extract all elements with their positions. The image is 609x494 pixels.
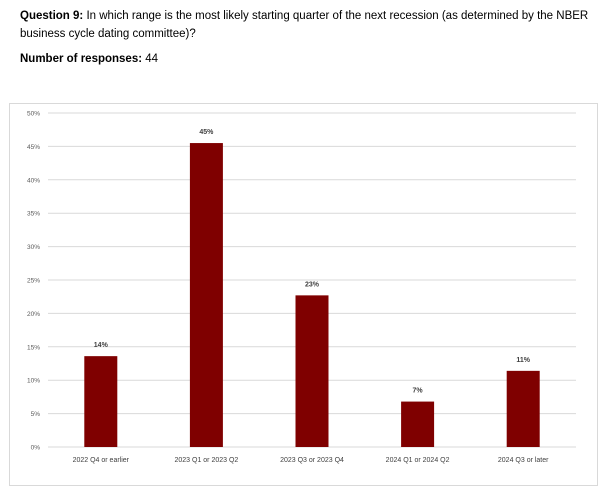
- responses-count-line: Number of responses: 44: [20, 53, 158, 65]
- y-tick-label: 45%: [27, 144, 40, 151]
- y-tick-label: 40%: [27, 177, 40, 184]
- y-tick-label: 10%: [27, 378, 40, 385]
- y-tick-label: 30%: [27, 244, 40, 251]
- y-tick-label: 0%: [31, 445, 41, 452]
- data-label: 7%: [413, 388, 424, 395]
- bars: 14% 45% 23% 7% 11%: [84, 129, 540, 447]
- x-tick-label: 2023 Q3 or 2023 Q4: [280, 457, 344, 464]
- y-tick-label: 35%: [27, 211, 40, 218]
- x-tick-label: 2022 Q4 or earlier: [73, 457, 130, 464]
- y-tick-label: 50%: [27, 111, 40, 118]
- question-number: Question 9:: [20, 10, 84, 22]
- bar: [506, 370, 540, 447]
- question-body: In which range is the most likely starti…: [20, 10, 589, 40]
- responses-count: 44: [145, 53, 159, 65]
- data-label: 14%: [94, 342, 109, 349]
- y-axis: 0% 5% 10% 15% 20% 25% 30% 35% 40% 45% 50%: [27, 111, 40, 452]
- y-tick-label: 25%: [27, 278, 40, 285]
- data-label: 45%: [199, 129, 214, 136]
- x-tick-label: 2024 Q3 or later: [498, 457, 549, 464]
- y-tick-label: 15%: [27, 344, 40, 351]
- x-tick-label: 2024 Q1 or 2024 Q2: [386, 457, 450, 464]
- x-axis: 2022 Q4 or earlier 2023 Q1 or 2023 Q2 2023…: [73, 457, 550, 464]
- data-label: 11%: [516, 357, 530, 364]
- chart-frame: [9, 103, 598, 486]
- bar: [401, 401, 435, 447]
- bar: [295, 295, 329, 447]
- y-tick-label: 20%: [27, 311, 40, 318]
- question-text: Question 9: In which range is the most l…: [20, 7, 595, 43]
- responses-label: Number of responses:: [20, 53, 143, 65]
- bar: [189, 143, 223, 447]
- x-tick-label: 2023 Q1 or 2023 Q2: [174, 457, 238, 464]
- y-tick-label: 5%: [31, 411, 41, 418]
- data-label: 23%: [305, 281, 320, 288]
- bar: [84, 356, 118, 447]
